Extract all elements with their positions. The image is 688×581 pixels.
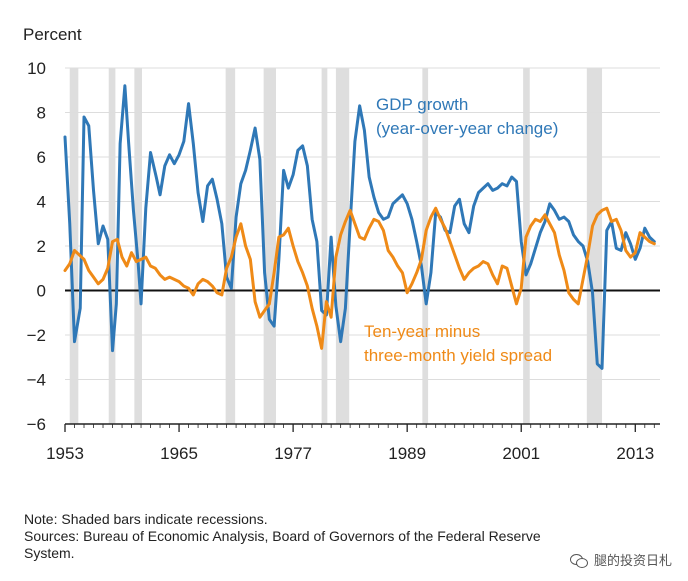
recession-bar bbox=[586, 68, 603, 424]
gdp-series-label-line1: GDP growth bbox=[376, 95, 468, 114]
series-labels: Percent GDP growth (year-over-year chang… bbox=[23, 25, 558, 365]
y-tick-label: 2 bbox=[37, 237, 46, 256]
chart-notes: Note: Shaded bars indicate recessions. S… bbox=[24, 511, 669, 562]
y-tick-label: 6 bbox=[37, 148, 46, 167]
y-tick-label: 4 bbox=[37, 193, 46, 212]
x-tick-label: 1977 bbox=[274, 444, 312, 463]
yield-spread-line bbox=[63, 206, 656, 350]
recession-bar bbox=[134, 68, 142, 424]
y-tick-label: 10 bbox=[27, 59, 46, 78]
y-tick-label: −4 bbox=[27, 371, 46, 390]
y-unit-label: Percent bbox=[23, 25, 82, 44]
recession-bar bbox=[263, 68, 277, 424]
chat-bubble-icon bbox=[569, 552, 588, 568]
x-tick-label: 1953 bbox=[46, 444, 84, 463]
chart-note-line-2: Sources: Bureau of Economic Analysis, Bo… bbox=[24, 528, 541, 544]
gdp-series-label-line2: (year-over-year change) bbox=[376, 119, 558, 138]
y-tick-label: −2 bbox=[27, 326, 46, 345]
gdp-growth-line bbox=[63, 84, 656, 370]
chart-note-line-3: System. bbox=[24, 545, 75, 561]
recession-bar bbox=[225, 68, 236, 424]
series-lines bbox=[63, 84, 656, 370]
x-tick-label: 2001 bbox=[502, 444, 540, 463]
y-tick-label: −6 bbox=[27, 415, 46, 434]
recession-bar bbox=[422, 68, 429, 424]
spread-series-label-line2: three-month yield spread bbox=[364, 346, 552, 365]
y-tick-label: 0 bbox=[37, 282, 46, 301]
x-tick-label: 2013 bbox=[616, 444, 654, 463]
spread-series-label-line1: Ten-year minus bbox=[364, 322, 480, 341]
watermark: 腿的投资日札 bbox=[565, 548, 676, 571]
chart-note-line-1: Note: Shaded bars indicate recessions. bbox=[24, 511, 268, 527]
recession-bar bbox=[321, 68, 328, 424]
x-tick-label: 1965 bbox=[160, 444, 198, 463]
y-tick-label: 8 bbox=[37, 104, 46, 123]
x-tick-label: 1989 bbox=[388, 444, 426, 463]
watermark-text: 腿的投资日札 bbox=[593, 553, 672, 568]
recession-bar bbox=[69, 68, 79, 424]
